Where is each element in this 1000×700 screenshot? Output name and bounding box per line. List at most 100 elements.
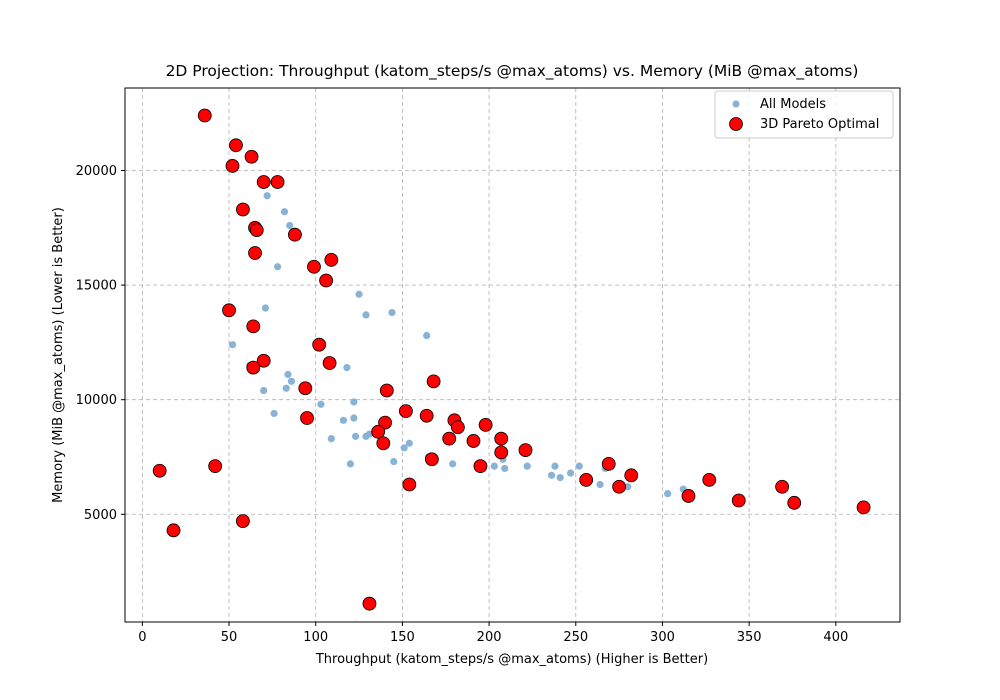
data-point-all-models	[551, 462, 559, 470]
data-point-pareto-optimal	[442, 431, 457, 446]
data-point-all-models	[624, 483, 632, 491]
data-point-pareto-optimal	[681, 489, 696, 503]
data-point-all-models	[273, 263, 282, 271]
data-point-all-models	[350, 398, 358, 406]
data-point-all-models	[351, 432, 360, 440]
data-point-all-models	[490, 462, 498, 470]
data-point-pareto-optimal	[246, 319, 261, 334]
series-pareto-optimal	[152, 108, 871, 611]
data-point-pareto-optimal	[731, 493, 746, 508]
data-point-all-models	[282, 384, 290, 392]
y-axis-label: Memory (MiB @max_atoms) (Lower is Better…	[51, 207, 66, 503]
data-point-all-models	[405, 439, 413, 447]
data-point-pareto-optimal	[379, 383, 394, 398]
x-tick-label: 0	[138, 630, 146, 645]
data-point-all-models	[228, 341, 237, 349]
data-point-all-models	[339, 416, 348, 424]
data-point-pareto-optimal	[426, 374, 441, 389]
data-point-pareto-optimal	[419, 408, 434, 423]
data-point-pareto-optimal	[398, 404, 413, 419]
data-point-all-models	[261, 304, 270, 312]
x-tick-label: 200	[477, 630, 502, 645]
data-point-all-models	[400, 444, 408, 452]
data-point-all-models	[423, 331, 431, 340]
data-point-pareto-optimal	[362, 596, 377, 611]
data-point-pareto-optimal	[518, 443, 533, 458]
legend: All Models 3D Pareto Optimal	[714, 90, 894, 139]
data-point-all-models	[501, 464, 509, 473]
x-axis-ticks: 0 50 100 150 200 250 300 350 400	[138, 622, 848, 645]
data-point-all-models	[575, 462, 583, 470]
grid	[125, 88, 900, 622]
data-point-all-models	[317, 400, 325, 408]
data-point-pareto-optimal	[152, 463, 167, 478]
y-tick-label: 10000	[76, 393, 117, 408]
data-point-pareto-optimal	[424, 452, 439, 467]
data-point-pareto-optimal	[235, 514, 250, 529]
x-tick-label: 150	[390, 630, 415, 645]
data-point-pareto-optimal	[494, 445, 509, 460]
data-point-pareto-optimal	[256, 353, 271, 368]
x-tick-label: 300	[650, 630, 675, 645]
x-axis-label: Throughput (katom_steps/s @max_atoms) (H…	[315, 652, 708, 667]
y-tick-label: 5000	[84, 508, 117, 523]
data-point-all-models	[327, 435, 335, 443]
data-point-pareto-optimal	[307, 259, 321, 274]
data-point-all-models	[286, 221, 294, 230]
data-point-all-models	[355, 290, 363, 298]
data-point-pareto-optimal	[702, 473, 717, 487]
data-point-pareto-optimal	[324, 252, 339, 267]
data-point-pareto-optimal	[208, 459, 223, 474]
legend-label-pareto-optimal: 3D Pareto Optimal	[760, 117, 879, 132]
data-point-pareto-optimal	[256, 175, 271, 189]
data-point-all-models	[523, 462, 531, 470]
data-point-all-models	[362, 311, 370, 319]
data-point-all-models	[596, 480, 604, 489]
data-point-all-models	[664, 490, 672, 498]
data-point-pareto-optimal	[288, 227, 302, 242]
data-point-pareto-optimal	[473, 459, 488, 474]
data-point-pareto-optimal	[322, 356, 337, 370]
data-point-pareto-optimal	[371, 424, 386, 439]
data-point-pareto-optimal	[229, 138, 243, 153]
data-point-pareto-optimal	[450, 420, 465, 435]
data-point-pareto-optimal	[300, 411, 314, 425]
data-point-all-models	[346, 460, 354, 468]
x-tick-label: 350	[737, 630, 762, 645]
y-axis-ticks: 5000 10000 15000 20000	[76, 164, 125, 523]
x-tick-label: 100	[303, 630, 328, 645]
data-point-pareto-optimal	[402, 477, 417, 492]
data-point-pareto-optimal	[478, 418, 493, 432]
data-point-pareto-optimal	[494, 431, 509, 446]
plot-frame	[124, 87, 901, 623]
data-point-all-models	[280, 208, 289, 216]
data-point-pareto-optimal	[579, 473, 594, 487]
data-point-pareto-optimal	[270, 175, 285, 189]
data-point-all-models	[449, 460, 457, 468]
data-point-pareto-optimal	[298, 381, 313, 396]
y-tick-label: 20000	[76, 164, 117, 179]
data-point-all-models	[284, 370, 292, 379]
data-point-pareto-optimal	[612, 479, 627, 494]
data-point-pareto-optimal	[249, 223, 264, 237]
x-tick-label: 50	[221, 630, 238, 645]
data-point-pareto-optimal	[225, 159, 240, 173]
data-point-pareto-optimal	[319, 273, 334, 288]
data-point-all-models	[556, 474, 564, 482]
data-point-all-models	[287, 377, 296, 385]
data-point-pareto-optimal	[312, 337, 327, 352]
data-point-pareto-optimal	[166, 523, 181, 538]
data-point-all-models	[263, 192, 271, 200]
data-point-all-models	[547, 471, 556, 479]
data-point-pareto-optimal	[775, 479, 790, 494]
legend-marker-pareto-optimal	[729, 117, 743, 131]
legend-marker-all-models	[732, 100, 740, 108]
data-point-pareto-optimal	[248, 246, 262, 260]
data-point-pareto-optimal	[787, 495, 802, 510]
data-point-pareto-optimal	[378, 415, 392, 430]
data-point-all-models	[390, 457, 398, 466]
data-point-all-models	[388, 309, 396, 317]
data-point-all-models	[350, 414, 358, 422]
y-tick-label: 15000	[76, 279, 117, 294]
legend-label-all-models: All Models	[760, 97, 826, 112]
